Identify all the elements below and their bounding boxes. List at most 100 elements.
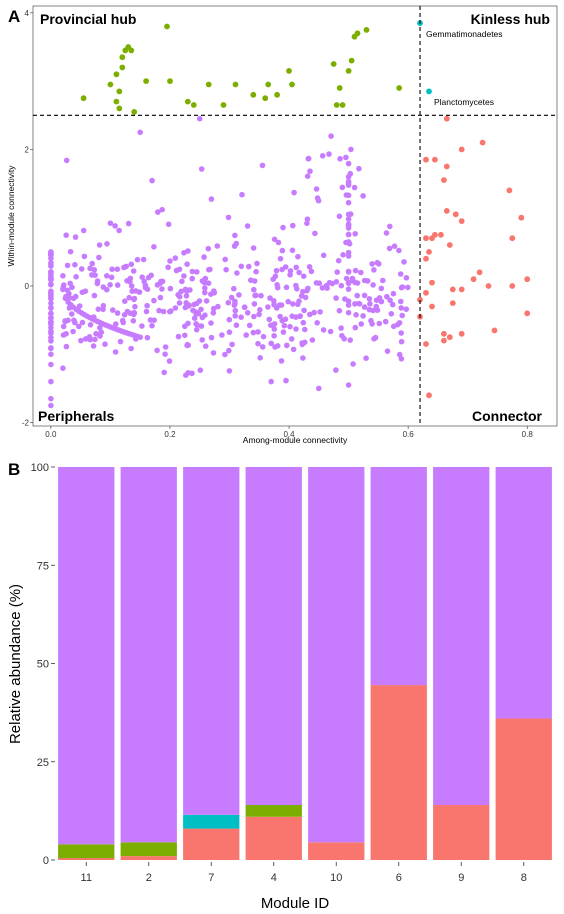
x-tick-label-b: 7: [208, 872, 214, 884]
scatter-point-peripheral: [183, 288, 190, 295]
scatter-point-peripheral: [369, 321, 375, 327]
scatter-point-peripheral: [234, 270, 240, 276]
scatter-point-connector: [446, 242, 453, 248]
scatter-point-peripheral: [131, 309, 137, 316]
scatter-point-peripheral: [167, 308, 173, 315]
scatter-point-peripheral: [328, 133, 334, 139]
scatter-point-peripheral: [291, 189, 297, 196]
scatter-point-peripheral: [361, 304, 368, 310]
scatter-point-peripheral: [48, 321, 54, 328]
x-tick-label-b: 6: [396, 872, 402, 884]
scatter-point-peripheral: [210, 350, 217, 356]
scatter-point-peripheral: [244, 310, 251, 316]
scatter-point-peripheral: [340, 252, 346, 258]
scatter-point-peripheral: [48, 252, 54, 258]
scatter-point-peripheral: [137, 129, 143, 136]
scatter-point-connector: [506, 187, 513, 194]
scatter-point-peripheral: [232, 232, 238, 239]
scatter-point-peripheral: [324, 285, 330, 291]
scatter-point-peripheral: [277, 313, 283, 320]
scatter-point-peripheral: [376, 320, 383, 327]
scatter-point-peripheral: [128, 261, 135, 268]
scatter-point-peripheral: [132, 303, 138, 310]
scatter-point-peripheral: [208, 291, 214, 298]
bar-segment-8-0: [495, 718, 552, 860]
scatter-point-provincial-hub: [286, 68, 292, 74]
stacked-bars: [58, 467, 552, 860]
scatter-point-peripheral: [114, 282, 121, 288]
scatter-point-peripheral: [82, 288, 89, 295]
scatter-point-peripheral: [126, 294, 132, 301]
scatter-point-peripheral: [123, 263, 129, 270]
scatter-point-peripheral: [371, 267, 377, 273]
scatter-point-peripheral: [48, 281, 54, 287]
scatter-point-peripheral: [131, 296, 137, 303]
scatter-point-peripheral: [154, 347, 160, 354]
scatter-point-provincial-hub: [116, 88, 123, 95]
scatter-point-peripheral: [225, 214, 232, 221]
scatter-point-peripheral: [117, 338, 124, 345]
panel-letter-a: A: [8, 7, 20, 26]
scatter-point-peripheral: [229, 341, 235, 348]
scatter-point-peripheral: [222, 351, 228, 358]
scatter-point-peripheral: [165, 221, 172, 228]
scatter-point-peripheral: [345, 249, 352, 256]
scatter-point-connector: [423, 235, 429, 242]
scatter-point-peripheral: [107, 220, 114, 226]
x-tick-label-a: 0.8: [522, 430, 534, 439]
scatter-point-peripheral: [60, 273, 66, 279]
scatter-point-peripheral: [370, 307, 377, 314]
x-tick-label-a: 0.2: [164, 430, 176, 439]
scatter-point-peripheral: [398, 330, 405, 336]
scatter-point-peripheral: [91, 292, 98, 299]
scatter-point-peripheral: [352, 301, 358, 307]
scatter-point-peripheral: [100, 302, 107, 309]
scatter-point-peripheral: [214, 243, 221, 249]
plot-area-a: [32, 5, 558, 427]
scatter-point-peripheral: [376, 261, 382, 267]
scatter-point-peripheral: [65, 317, 71, 324]
scatter-point-peripheral: [343, 154, 349, 161]
scatter-point-peripheral: [197, 367, 204, 374]
scatter-point-peripheral: [293, 326, 299, 332]
scatter-point-peripheral: [360, 193, 366, 199]
scatter-point-peripheral: [130, 268, 137, 274]
y-tick-label-a: 4: [25, 9, 30, 18]
quadrant-label-connector: Connector: [472, 408, 543, 424]
scatter-point-peripheral: [316, 280, 323, 287]
scatter-point-peripheral: [251, 313, 257, 320]
scatter-point-peripheral: [167, 285, 174, 292]
scatter-point-peripheral: [308, 268, 315, 275]
scatter-point-peripheral: [208, 196, 215, 202]
scatter-point-peripheral: [396, 247, 402, 254]
scatter-point-peripheral: [390, 323, 397, 330]
scatter-point-peripheral: [202, 312, 208, 319]
scatter-point-peripheral: [345, 192, 352, 199]
scatter-point-peripheral: [89, 272, 95, 278]
scatter-point-peripheral: [69, 311, 75, 317]
scatter-point-peripheral: [182, 332, 188, 339]
annotation-gemmatimonadetes: Gemmatimonadetes: [426, 29, 503, 39]
scatter-point-peripheral: [251, 278, 258, 284]
scatter-point-peripheral: [345, 174, 352, 180]
y-tick-label-b: 25: [37, 757, 49, 769]
scatter-point-peripheral: [166, 358, 173, 364]
scatter-point-peripheral: [48, 402, 54, 409]
scatter-point-provincial-hub: [119, 54, 126, 61]
scatter-point-connector: [470, 276, 477, 283]
scatter-point-peripheral: [387, 223, 393, 230]
scatter-point-peripheral: [316, 385, 322, 392]
x-tick-label-b: 2: [146, 872, 152, 884]
scatter-point-peripheral: [60, 332, 67, 338]
scatter-point-peripheral: [226, 368, 233, 374]
scatter-point-connector: [429, 279, 435, 286]
scatter-point-peripheral: [277, 255, 284, 262]
scatter-point-peripheral: [268, 378, 275, 385]
scatter-point-peripheral: [87, 265, 93, 272]
scatter-point-peripheral: [337, 156, 343, 162]
scatter-point-peripheral: [290, 346, 297, 353]
scatter-point-peripheral: [112, 349, 119, 355]
scatter-point-peripheral: [366, 296, 373, 302]
scatter-point-peripheral: [369, 261, 375, 267]
scatter-point-peripheral: [108, 274, 115, 281]
